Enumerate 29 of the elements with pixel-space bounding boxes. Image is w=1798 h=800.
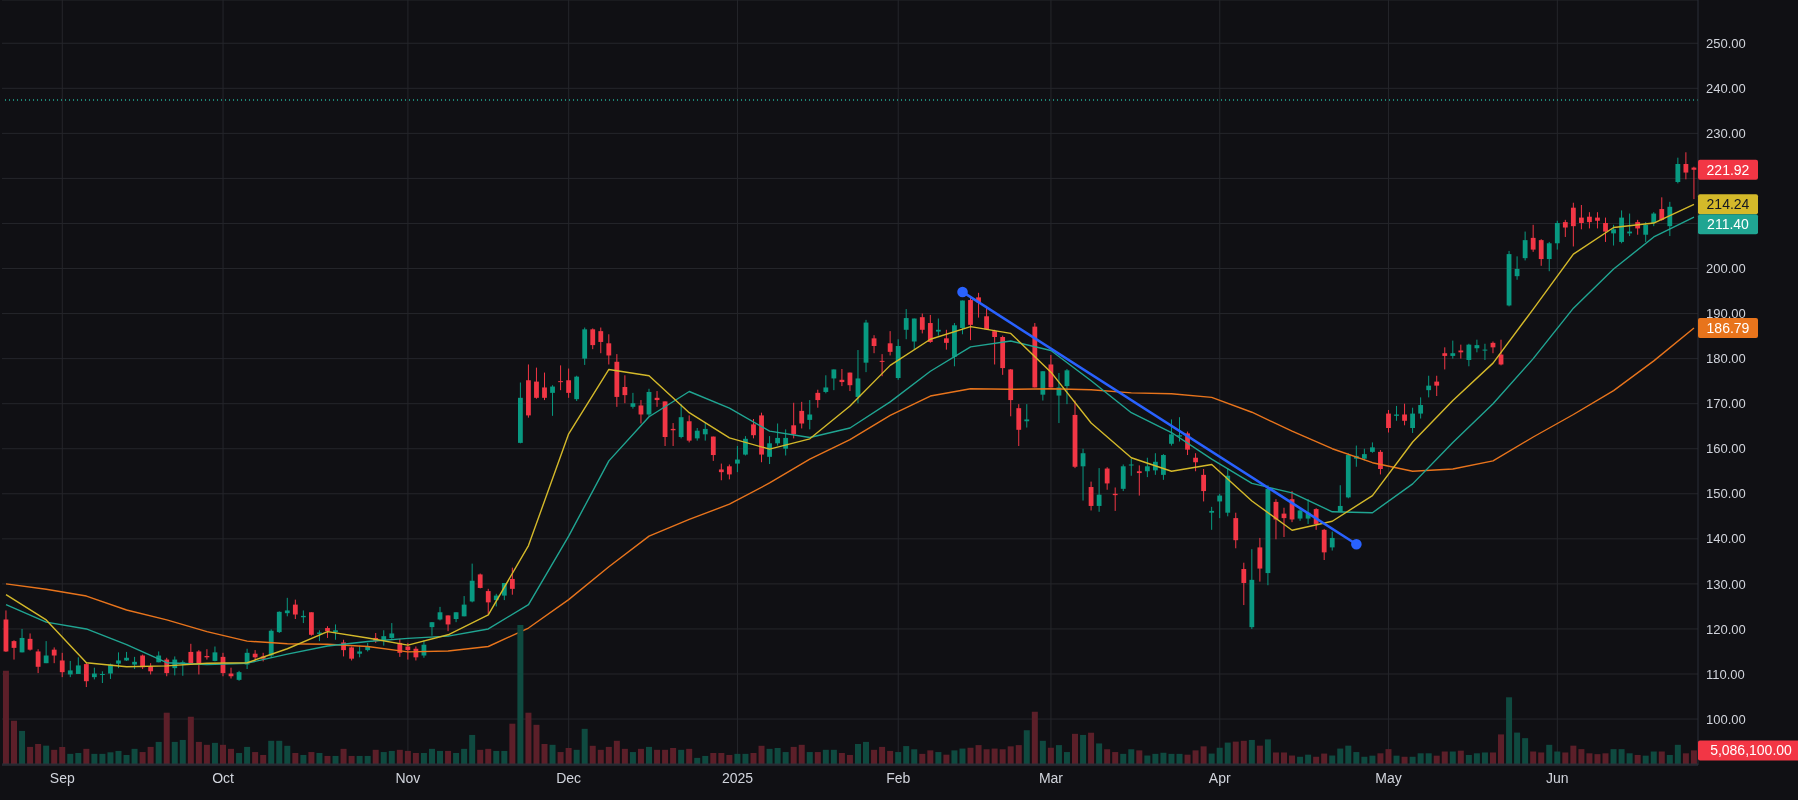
x-tick-label: Dec	[556, 769, 582, 786]
y-tick-label: 150.00	[1706, 486, 1746, 502]
x-tick-label: Nov	[395, 769, 421, 786]
x-tick-label: 2025	[721, 769, 754, 786]
data-label: 186.79	[1706, 320, 1750, 337]
y-tick-label: 100.00	[1706, 711, 1746, 727]
y-tick-label: 140.00	[1706, 531, 1746, 547]
y-tick-label: 130.00	[1706, 576, 1746, 592]
x-tick-label: Jun	[1546, 769, 1569, 786]
y-tick-label: 110.00	[1706, 666, 1745, 682]
x-tick-label: Oct	[212, 769, 235, 786]
text: 221.92	[1706, 161, 1750, 178]
y-tick-label: 190.00	[1706, 306, 1746, 322]
y-tick-label: 250.00	[1706, 35, 1746, 51]
text: 5,086,100.00	[1710, 742, 1793, 759]
x-tick-label: Sep	[49, 769, 75, 786]
y-tick-label: 180.00	[1706, 351, 1746, 367]
y-tick-label: 120.00	[1706, 621, 1746, 637]
x-tick-label: Feb	[886, 769, 911, 786]
y-tick-label: 160.00	[1706, 441, 1746, 457]
y-tick-label: 240.00	[1706, 80, 1746, 96]
data-label: 211.40	[1707, 216, 1750, 233]
x-tick-label: Apr	[1208, 769, 1231, 786]
x-tick-label: May	[1375, 769, 1402, 786]
x-tick-label: Mar	[1038, 769, 1064, 786]
data-label: 214.24	[1706, 196, 1750, 213]
y-tick-label: 230.00	[1706, 125, 1746, 141]
y-tick-label: 170.00	[1706, 396, 1746, 412]
y-tick-label: 200.00	[1706, 261, 1746, 277]
